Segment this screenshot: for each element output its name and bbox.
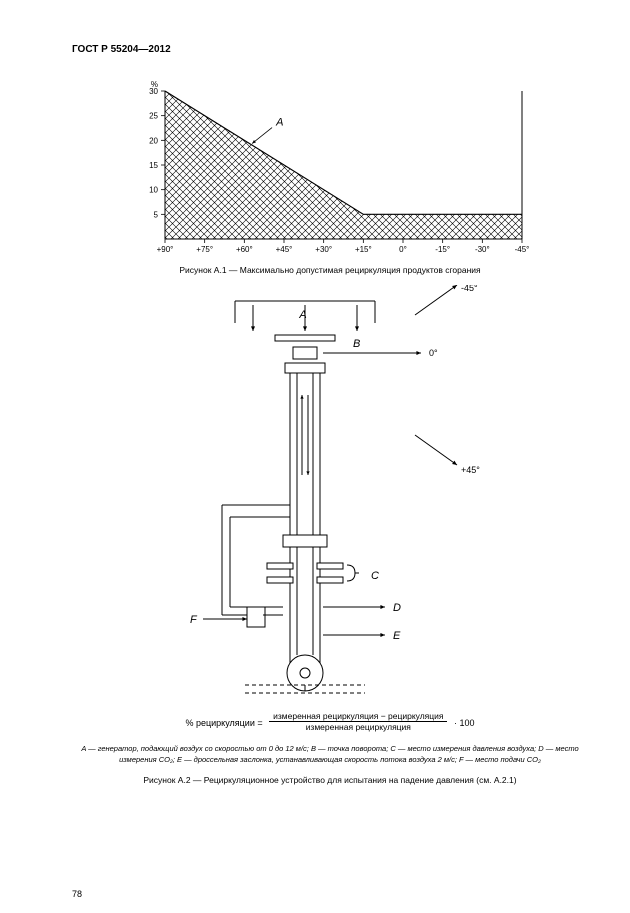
svg-text:+45°: +45° (276, 245, 293, 254)
svg-text:E: E (393, 630, 401, 642)
svg-text:0°: 0° (399, 245, 407, 254)
svg-text:25: 25 (149, 112, 158, 121)
formula-tail: · 100 (454, 718, 475, 728)
formula-denominator: измеренная рециркуляция (269, 722, 447, 732)
svg-text:+45°: +45° (461, 465, 480, 475)
svg-text:20: 20 (149, 136, 158, 145)
svg-text:+90°: +90° (157, 245, 174, 254)
recirculation-formula: % рециркуляции = измеренная рециркуляция… (72, 713, 588, 734)
svg-text:-30°: -30° (475, 245, 490, 254)
caption-a2: Рисунок А.2 — Рециркуляционное устройств… (72, 775, 588, 785)
svg-text:A: A (298, 309, 306, 321)
svg-text:0°: 0° (429, 348, 438, 358)
formula-numerator: измеренная рециркуляция − рециркуляция (269, 711, 447, 722)
doc-header: ГОСТ Р 55204—2012 (72, 44, 588, 55)
svg-text:+75°: +75° (196, 245, 213, 254)
svg-text:+15°: +15° (355, 245, 372, 254)
page-number: 78 (72, 889, 82, 899)
diagram-a2: A B 0° -45° +45° C D E F (72, 285, 588, 705)
svg-text:10: 10 (149, 186, 158, 195)
legend-a2: A — генератор, подающий воздух со скорос… (72, 744, 588, 765)
svg-text:%: % (151, 80, 158, 89)
svg-text:5: 5 (154, 210, 159, 219)
chart-a1: 30252015105%+90°+75°+60°+45°+30°+15°0°-1… (72, 73, 588, 261)
svg-text:-15°: -15° (435, 245, 450, 254)
svg-text:+60°: +60° (236, 245, 253, 254)
svg-text:D: D (393, 602, 401, 614)
svg-text:-45°: -45° (461, 285, 478, 293)
svg-text:B: B (353, 338, 360, 350)
svg-text:A: A (275, 117, 283, 129)
svg-text:C: C (371, 570, 379, 582)
svg-text:F: F (190, 614, 198, 626)
svg-text:15: 15 (149, 161, 158, 170)
formula-lhs: % рециркуляции = (185, 718, 262, 728)
caption-a1: Рисунок А.1 — Максимально допустимая рец… (72, 265, 588, 275)
svg-text:+30°: +30° (315, 245, 332, 254)
svg-text:-45°: -45° (515, 245, 530, 254)
